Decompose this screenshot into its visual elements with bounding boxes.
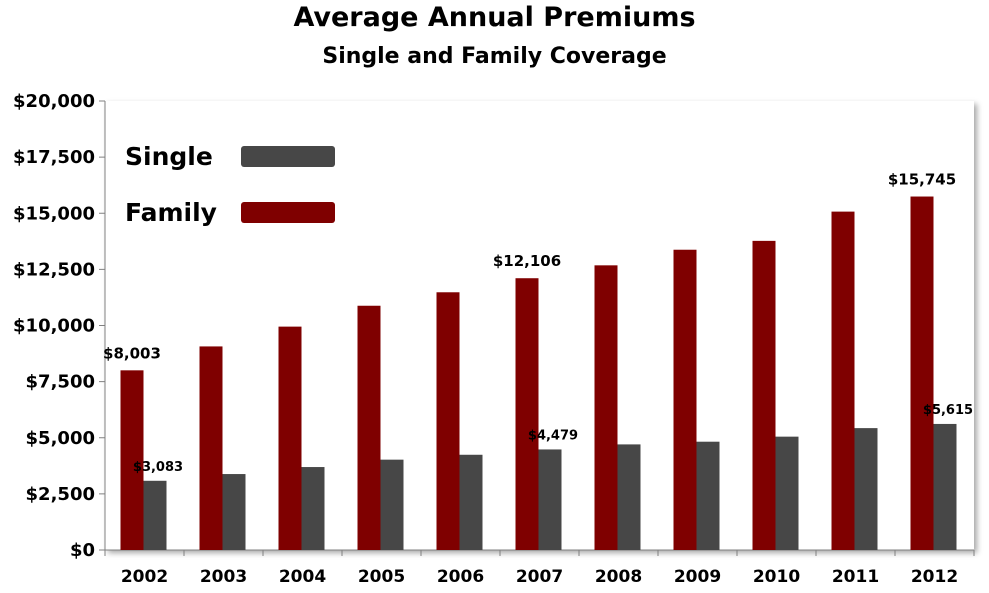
x-tick-label: 2008 [595,567,642,587]
y-tick-label: $15,000 [13,203,95,224]
legend: Single Family [125,142,335,227]
bar-single-2011 [854,428,878,550]
x-tick-label: 2006 [437,567,484,587]
y-tick-label: $17,500 [13,147,95,168]
legend-label-family: Family [125,198,217,227]
x-tick-label: 2011 [832,567,879,587]
data-labels: $8,003 $3,083 $12,106 $4,479 $15,745 $5,615 [103,171,973,475]
chart-title: Average Annual Premiums [293,2,696,33]
x-tick-label: 2005 [358,567,405,587]
data-label-single-2002: $3,083 [133,460,183,475]
data-label-family-2012: $15,745 [888,171,956,189]
bar-single-2003 [222,474,246,550]
bar-family-2010 [752,240,776,550]
legend-swatch-family [241,202,335,223]
data-label-family-2002: $8,003 [103,344,161,362]
y-axis: $0 $2,500 $5,000 $7,500 $10,000 $12,500 $15,00… [13,91,106,561]
y-tick-label: $10,000 [13,316,95,337]
data-label-single-2012: $5,615 [923,403,973,418]
x-tick-label: 2003 [200,567,247,587]
y-tick-label: $2,500 [26,484,95,505]
legend-swatch-single [241,146,335,167]
bar-single-2008 [617,444,641,550]
bar-single-2004 [301,467,325,550]
bar-family-2011 [831,211,855,550]
bar-family-2012 [910,196,934,550]
bar-single-2007 [538,449,562,550]
bar-family-2007 [515,278,539,550]
bar-family-2006 [436,292,460,550]
legend-label-single: Single [125,142,213,171]
x-tick-label: 2012 [911,567,958,587]
x-axis: 2002 2003 2004 2005 2006 2007 2008 2009 2010 2011… [104,549,975,587]
x-tick-label: 2010 [753,567,800,587]
bar-single-2010 [775,436,799,550]
y-tick-label: $0 [70,540,95,561]
bar-family-2009 [673,249,697,550]
y-tick-label: $5,000 [26,428,95,449]
bar-single-2002 [143,480,167,550]
x-tick-label: 2009 [674,567,721,587]
y-tick-label: $20,000 [13,91,95,112]
chart-subtitle: Single and Family Coverage [322,44,667,69]
bar-single-2012 [933,423,957,550]
bar-single-2005 [380,459,404,550]
bar-family-2005 [357,305,381,550]
data-label-single-2007: $4,479 [528,428,578,443]
bar-single-2006 [459,454,483,550]
y-tick-label: $12,500 [13,259,95,280]
x-tick-label: 2007 [516,567,563,587]
bars [120,196,957,550]
bar-family-2004 [278,326,302,550]
x-tick-label: 2002 [121,567,168,587]
data-label-family-2007: $12,106 [493,252,561,270]
bar-family-2003 [199,346,223,550]
y-tick-label: $7,500 [26,372,95,393]
x-tick-label: 2004 [279,567,326,587]
bar-family-2002 [120,370,144,550]
bar-family-2008 [594,265,618,550]
bar-single-2009 [696,441,720,550]
